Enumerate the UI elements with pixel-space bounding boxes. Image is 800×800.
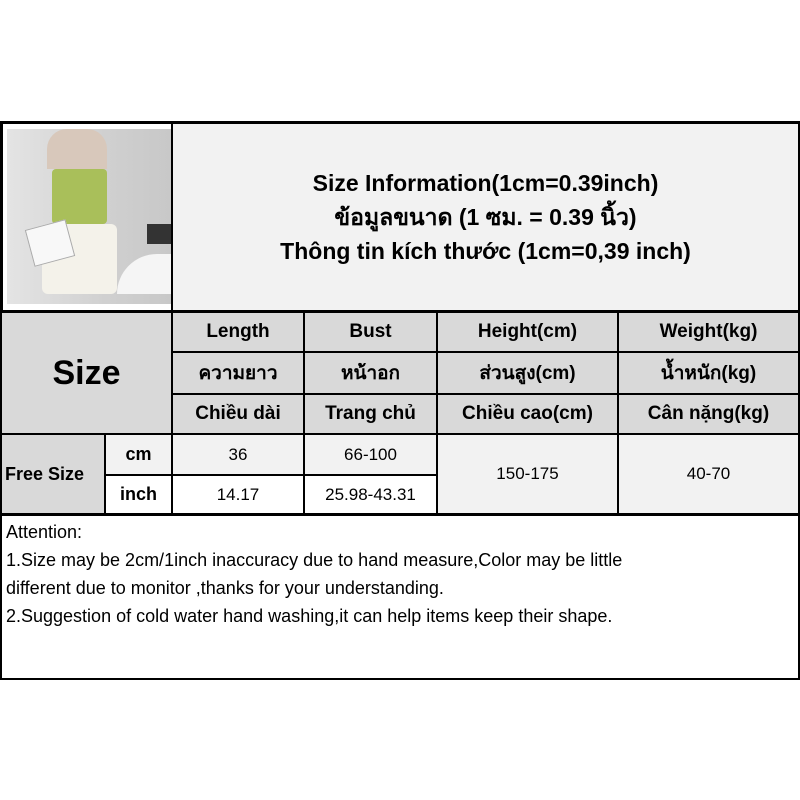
column-weight-th: น้ำหนัก(kg) [619,353,798,393]
attention-line: 1.Size may be 2cm/1inch inaccuracy due t… [6,550,623,570]
column-height-vi: Chiều cao(cm) [438,395,617,433]
unit-cm: cm [106,435,171,474]
attention-heading: Attention: [6,522,83,542]
attention-line: 2.Suggestion of cold water hand washing,… [6,606,613,626]
column-length-th: ความยาว [173,353,303,393]
column-height-th: ส่วนสูง(cm) [438,353,617,393]
bust-inch-value: 25.98-43.31 [305,476,436,513]
size-header: Size [2,313,171,433]
length-cm-value: 36 [173,435,303,474]
height-value: 150-175 [438,435,617,513]
attention-line: different due to monitor ,thanks for you… [6,578,444,598]
product-photo [3,124,171,310]
column-height-en: Height(cm) [438,313,617,351]
column-bust-vi: Trang chủ [305,395,436,433]
unit-inch: inch [106,476,171,513]
size-information-title: Size Information(1cm=0.39inch) ข้อมูลขนา… [173,124,798,310]
title-line-th: ข้อมูลขนาด (1 ซม. = 0.39 นิ้ว) [334,204,637,230]
column-length-vi: Chiều dài [173,395,303,433]
column-bust-en: Bust [305,313,436,351]
title-line-en: Size Information(1cm=0.39inch) [312,170,659,196]
free-size-label: Free Size [2,435,104,513]
column-length-en: Length [173,313,303,351]
bust-cm-value: 66-100 [305,435,436,474]
title-line-vi: Thông tin kích thước (1cm=0,39 inch) [280,238,691,264]
attention-notes: Attention: 1.Size may be 2cm/1inch inacc… [2,516,798,678]
column-bust-th: หน้าอก [305,353,436,393]
column-weight-vi: Cân nặng(kg) [619,395,798,433]
weight-value: 40-70 [619,435,798,513]
column-weight-en: Weight(kg) [619,313,798,351]
length-inch-value: 14.17 [173,476,303,513]
